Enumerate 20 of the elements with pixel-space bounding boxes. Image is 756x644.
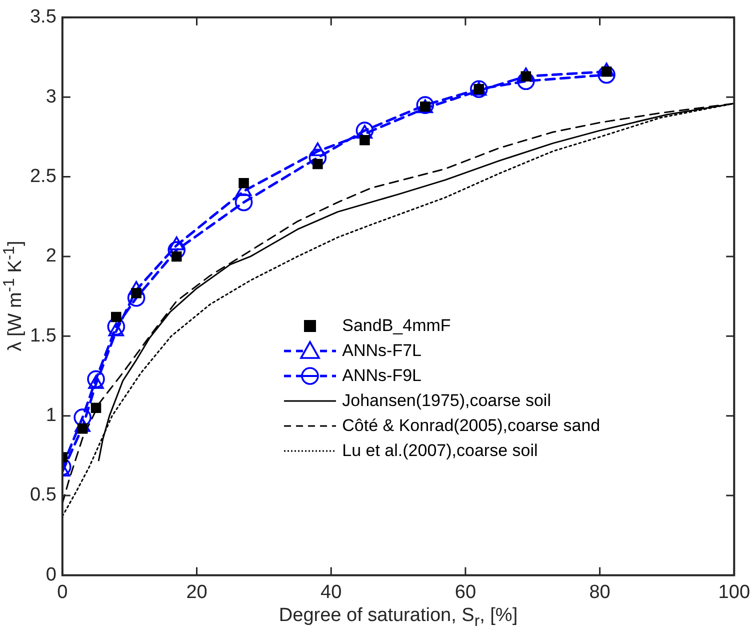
legend-label: ANNs-F7L xyxy=(342,340,422,361)
x-tick-label: 40 xyxy=(320,582,342,603)
y-tick-label: 0 xyxy=(46,564,56,586)
y-tick-label: 1 xyxy=(46,405,56,426)
y-tick-label: 0.5 xyxy=(30,484,56,506)
y-tick-label: 3.5 xyxy=(30,6,56,28)
legend-label: Côté & Konrad(2005),coarse sand xyxy=(342,416,600,436)
y-tick-label: 2 xyxy=(46,246,56,267)
x-tick-label: 60 xyxy=(454,582,476,603)
y-tick-label: 1.5 xyxy=(30,325,56,346)
legend-label: Johansen(1975),coarse soil xyxy=(342,390,551,411)
legend-label: SandB_4mmF xyxy=(342,316,451,336)
legend-label: Lu et al.(2007),coarse soil xyxy=(342,440,538,461)
y-tick-label: 2.5 xyxy=(30,166,56,188)
y-tick-label: 3 xyxy=(46,86,56,108)
x-tick-label: 20 xyxy=(186,582,208,603)
x-tick-label: 100 xyxy=(718,582,750,603)
legend-label: ANNs-F9L xyxy=(342,366,422,386)
x-tick-label: 80 xyxy=(589,582,610,603)
x-axis-title: Degree of saturation, S$_{r}$, [%] xyxy=(278,605,518,631)
